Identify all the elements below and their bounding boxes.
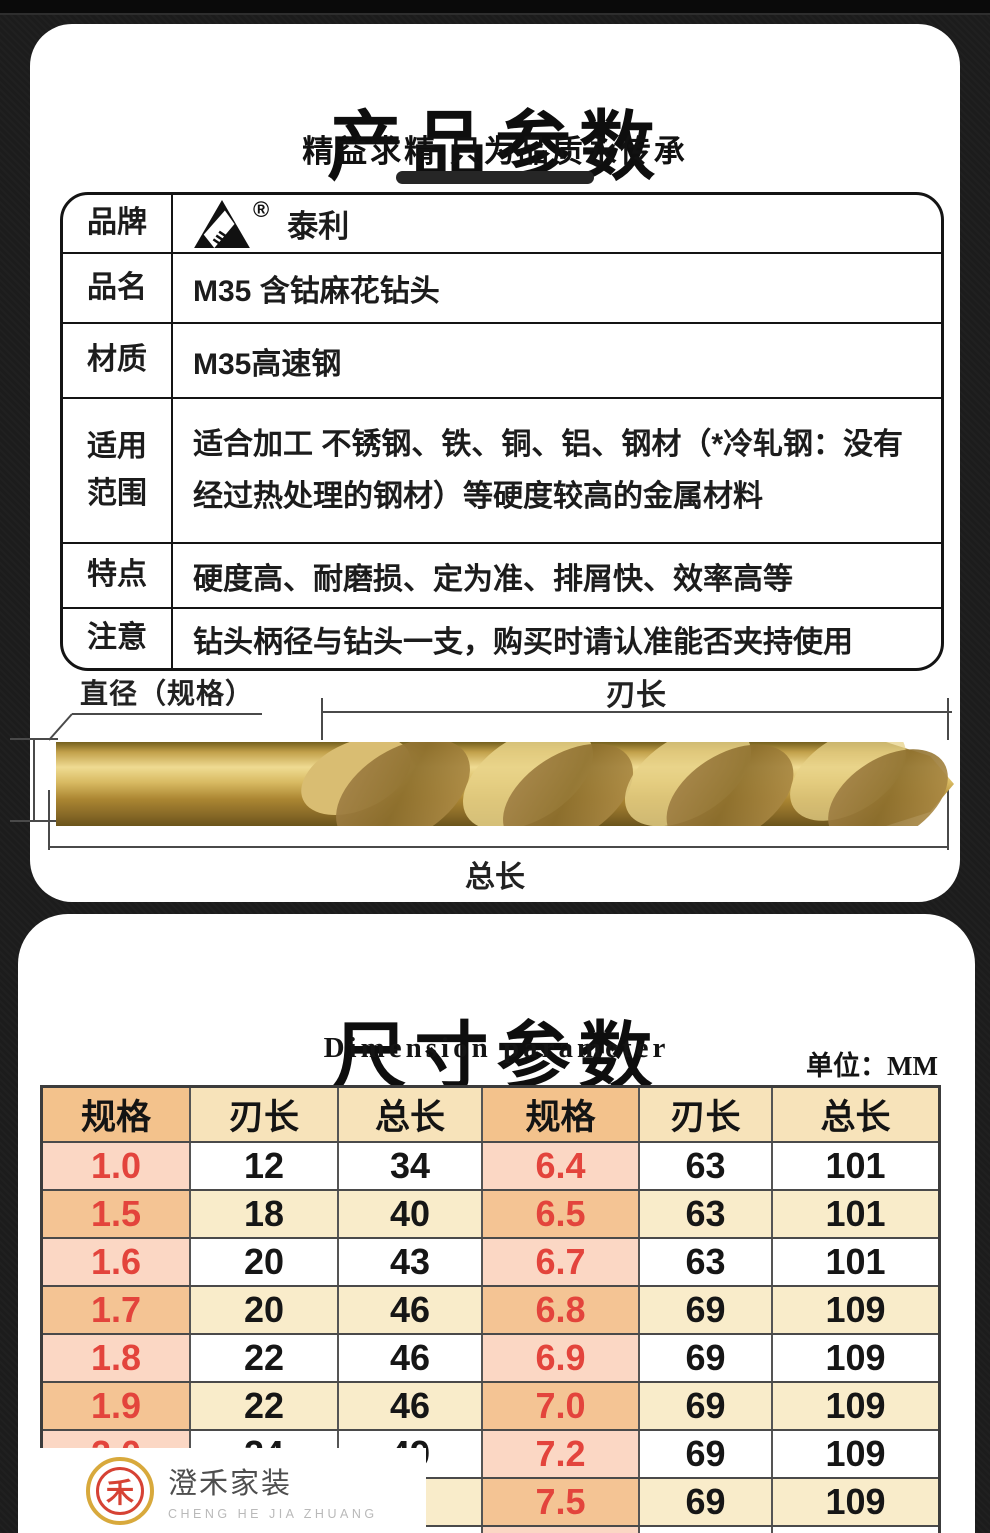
brand-name: 泰利 [287, 209, 350, 244]
total-length-label: 总长 [465, 861, 525, 894]
watermark-badge: 禾 澄禾家装 CHENG HE JIA ZHUANG [30, 1448, 426, 1533]
feature-value: 硬度高、耐磨损、定为准、排屑快、效率高等 [193, 562, 793, 596]
row-label: 注意 [63, 609, 173, 668]
product-spec-table: 品牌 ® 泰利 品名 M35 含钴麻花钻头 [60, 192, 944, 671]
value-cell: 46 [337, 1383, 481, 1429]
value-cell: 22 [189, 1335, 337, 1381]
value-cell: 12 [189, 1143, 337, 1189]
row-label: 特点 [63, 544, 173, 607]
value-cell: 69 [638, 1479, 771, 1525]
card2-subtitle: Dimension parameter [323, 1032, 670, 1064]
value-cell: 75 [638, 1527, 771, 1533]
spec-cell: 1.6 [43, 1239, 189, 1285]
spec-cell: 6.5 [481, 1191, 638, 1237]
drill-bit-illustration [56, 742, 954, 826]
value-cell: 101 [771, 1191, 938, 1237]
spec-cell: 1.9 [43, 1383, 189, 1429]
col-header: 刃长 [189, 1088, 337, 1141]
unit-label: 单位：MM [806, 1051, 938, 1081]
col-header: 总长 [337, 1088, 481, 1141]
value-cell: 69 [638, 1335, 771, 1381]
material-value: M35高速钢 [193, 347, 342, 381]
spec-cell: 7.2 [481, 1431, 638, 1477]
diameter-label: 直径（规格） [80, 678, 255, 709]
brand-triangle-logo-icon [194, 199, 250, 248]
value-cell: 63 [638, 1143, 771, 1189]
table-row: 品名 M35 含钴麻花钻头 [63, 252, 941, 322]
watermark-logo-icon: 禾 [86, 1456, 154, 1525]
value-cell: 109 [771, 1383, 938, 1429]
blade-length-label: 刃长 [606, 679, 666, 712]
value-cell: 63 [638, 1191, 771, 1237]
spec-cell: 6.8 [481, 1287, 638, 1333]
value-cell: 22 [189, 1383, 337, 1429]
value-cell: 109 [771, 1431, 938, 1477]
product-params-card: 产品参数 精益求精 只为品质永传承 品牌 ® 泰利 [30, 24, 960, 902]
scope-value: 适合加工 不锈钢、铁、铜、铝、钢材（*冷轧钢：没有经过热处理的钢材）等硬度较高的… [193, 427, 904, 513]
value-cell: 34 [337, 1143, 481, 1189]
value-cell: 20 [189, 1287, 337, 1333]
value-cell: 69 [638, 1431, 771, 1477]
table-row: 1.6 20 43 6.7 63 101 [43, 1237, 938, 1285]
spec-cell: 6.4 [481, 1143, 638, 1189]
table-row: 品牌 ® 泰利 [63, 195, 941, 252]
product-name-value: M35 含钴麻花钻头 [193, 275, 440, 308]
value-cell: 43 [337, 1239, 481, 1285]
spec-cell: 6.9 [481, 1335, 638, 1381]
row-label: 材质 [63, 324, 173, 397]
spec-cell: 1.5 [43, 1191, 189, 1237]
table-row: 适用 范围 适合加工 不锈钢、铁、铜、铝、钢材（*冷轧钢：没有经过热处理的钢材）… [63, 397, 941, 542]
value-cell: 109 [771, 1335, 938, 1381]
table-row: 材质 M35高速钢 [63, 322, 941, 397]
value-cell: 69 [638, 1383, 771, 1429]
table-row: 1.8 22 46 6.9 69 109 [43, 1333, 938, 1381]
value-cell: 46 [337, 1287, 481, 1333]
spec-cell: 6.7 [481, 1239, 638, 1285]
value-cell: 109 [771, 1287, 938, 1333]
col-header: 规格 [481, 1088, 638, 1141]
table-row: 注意 钻头柄径与钻头一支，购买时请认准能否夹持使用 [63, 607, 941, 668]
table-row: 1.9 22 46 7.0 69 109 [43, 1381, 938, 1429]
value-cell: 101 [771, 1143, 938, 1189]
watermark-name-cn: 澄禾家装 [168, 1468, 293, 1500]
value-cell: 46 [337, 1335, 481, 1381]
row-label: 适用 范围 [63, 399, 173, 542]
spec-cell: 1.8 [43, 1335, 189, 1381]
notice-value: 钻头柄径与钻头一支，购买时请认准能否夹持使用 [193, 625, 853, 659]
dimension-params-card: 尺寸参数 Dimension parameter 单位：MM 规格 刃长 总长 … [18, 914, 975, 1533]
value-cell: 63 [638, 1239, 771, 1285]
value-cell: 69 [638, 1287, 771, 1333]
card1-subtitle: 精益求精 只为品质永传承 [302, 134, 688, 169]
table-row: 1.7 20 46 6.8 69 109 [43, 1285, 938, 1333]
table-header-row: 规格 刃长 总长 规格 刃长 总长 [43, 1088, 938, 1141]
col-header: 规格 [43, 1088, 189, 1141]
col-header: 总长 [771, 1088, 938, 1141]
registered-mark: ® [253, 196, 270, 222]
value-cell: 109 [771, 1479, 938, 1525]
spec-cell: 7.0 [481, 1383, 638, 1429]
spec-cell: 1.0 [43, 1143, 189, 1189]
table-row: 1.5 18 40 6.5 63 101 [43, 1189, 938, 1237]
value-cell: 18 [189, 1191, 337, 1237]
drill-bit-diagram [10, 698, 954, 850]
value-cell: 40 [337, 1191, 481, 1237]
row-label: 品名 [63, 254, 173, 322]
spec-cell: 1.7 [43, 1287, 189, 1333]
divider-pill [396, 171, 594, 184]
table-row: 1.0 12 34 6.4 63 101 [43, 1141, 938, 1189]
value-cell: 101 [771, 1239, 938, 1285]
spec-cell: 7.5 [481, 1479, 638, 1525]
table-row: 特点 硬度高、耐磨损、定为准、排屑快、效率高等 [63, 542, 941, 607]
watermark-name-en: CHENG HE JIA ZHUANG [168, 1507, 378, 1521]
spec-cell: 7.8 [481, 1527, 638, 1533]
row-label: 品牌 [63, 195, 173, 252]
value-cell: 20 [189, 1239, 337, 1285]
brand-cell: ® 泰利 [193, 196, 350, 249]
col-header: 刃长 [638, 1088, 771, 1141]
value-cell: 117 [771, 1527, 938, 1533]
